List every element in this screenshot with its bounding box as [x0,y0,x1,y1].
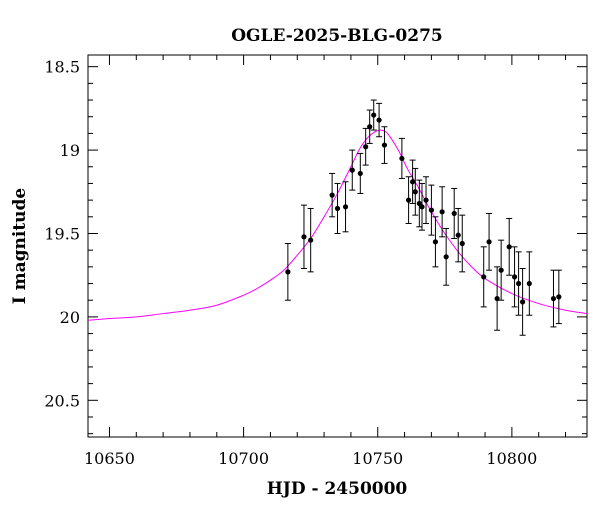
data-point [555,269,562,325]
data-point [416,179,423,228]
data-point-marker [506,244,512,250]
data-point-marker [550,295,557,302]
data-point-marker [405,197,412,203]
chart-title: OGLE-2025-BLG-0275 [231,26,443,46]
data-point-marker [371,112,377,118]
data-point-marker [481,274,487,280]
data-point [300,204,307,270]
data-point-marker [556,294,562,300]
data-point [284,242,291,301]
y-tick-label: 20 [60,308,80,327]
data-point [381,126,388,164]
data-point-marker [399,155,405,162]
data-point [357,152,364,194]
data-point-marker [329,192,335,198]
data-points [284,99,562,336]
data-point [432,216,439,268]
data-point-marker [376,117,382,123]
data-point-marker [423,197,429,203]
data-point [398,137,405,179]
data-point [307,207,314,273]
data-point-marker [381,142,388,148]
data-point-marker [498,267,504,273]
axis-ticks [88,55,587,437]
x-tick-label: 10650 [84,449,135,468]
data-point-marker [526,280,532,287]
data-point [349,149,356,191]
data-point-marker [419,204,425,210]
data-point [486,212,493,271]
x-axis-label: HJD - 2450000 [267,479,408,499]
data-point [459,214,466,273]
data-point-marker [410,179,416,185]
data-point [405,176,412,224]
data-point [498,239,505,301]
data-point [419,182,426,231]
data-point-marker [459,240,465,247]
data-point-marker [342,204,349,210]
data-point [494,266,501,331]
plot-frame [87,54,588,438]
data-point [506,217,513,276]
data-point-marker [520,299,526,305]
data-point [511,246,518,308]
data-point-marker [363,144,369,150]
data-point-marker [334,205,341,212]
y-axis-label: I magnitude [10,188,30,305]
data-point-marker [439,209,445,215]
data-point-marker [511,274,518,280]
x-tick-label: 10700 [218,449,269,468]
data-point [526,251,533,316]
data-point [334,182,341,234]
data-point [439,186,446,238]
data-point [370,99,377,131]
data-point-marker [451,210,457,217]
data-point [455,207,462,263]
data-point [428,184,435,236]
data-point-marker [428,207,434,213]
data-point [480,246,487,308]
data-point [409,159,416,204]
data-point [443,227,450,286]
data-point [451,187,458,239]
data-point-marker [301,234,307,240]
x-tick-label: 10750 [352,449,403,468]
y-tick-label: 19.5 [44,224,80,243]
data-point-marker [455,232,461,238]
model-curve [87,129,588,321]
data-point [550,269,557,328]
data-point [329,172,336,218]
data-point [423,176,430,224]
data-point-marker [443,254,449,260]
data-point [362,127,369,166]
y-tick-label: 18.5 [44,58,80,77]
data-point-marker [285,269,291,275]
data-point-marker [515,280,522,287]
data-point-marker [432,239,439,245]
data-point [376,102,383,138]
data-point [412,167,419,216]
data-point-marker [357,170,363,177]
data-point [515,251,522,316]
data-point-marker [367,124,373,130]
y-tick-label: 19 [60,141,80,160]
data-point-marker [349,167,355,173]
data-point-marker [412,189,418,195]
y-tick-label: 20.5 [44,391,80,410]
data-point [366,109,373,144]
axis-tick-labels: 10650 10700 10750 10800 18.5 19 19.5 20 20.5 [44,58,537,468]
x-tick-label: 10800 [486,449,537,468]
data-point [519,268,526,336]
data-point-marker [486,239,492,245]
data-point-marker [308,237,314,243]
data-point [342,181,349,233]
